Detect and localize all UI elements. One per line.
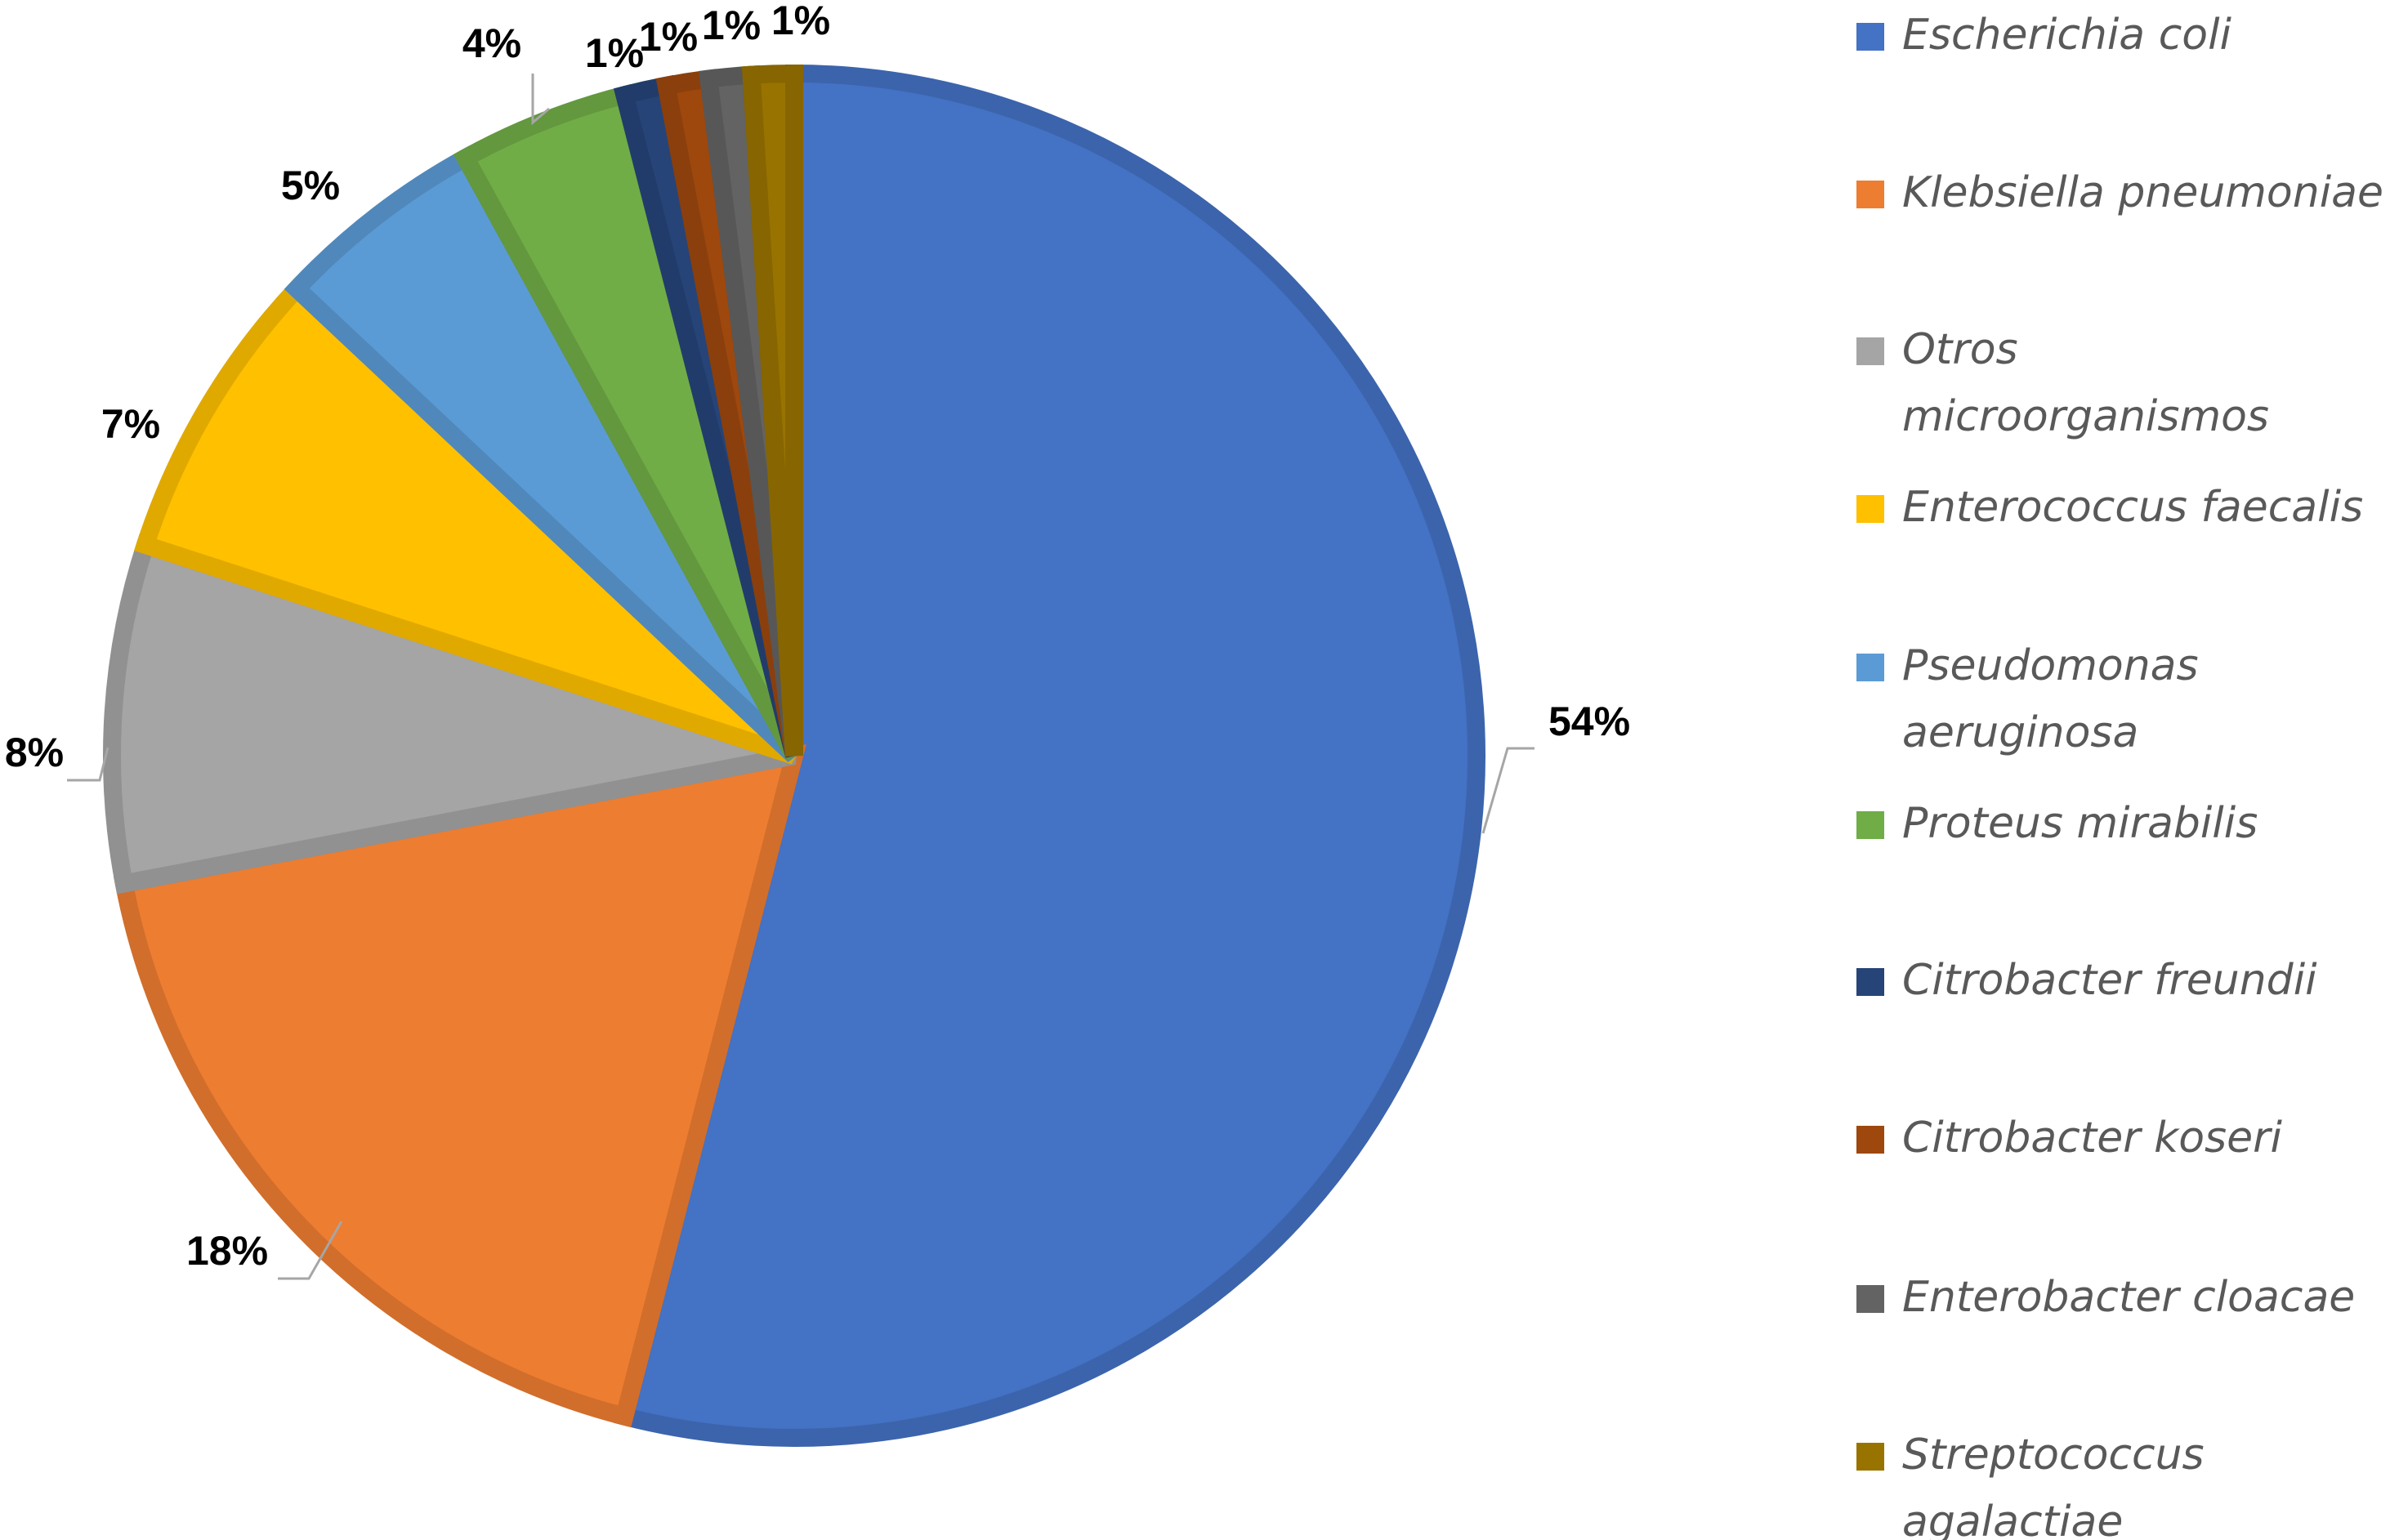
data-label-klebsiella-pneumoniae: 18% — [186, 1228, 268, 1274]
data-label-citrobacter-freundii: 1% — [585, 30, 644, 76]
leader-line-klebsiella-pneumoniae — [278, 1221, 343, 1280]
slice-streptococcus-agalactiae — [741, 64, 803, 757]
legend-label-citrobacter-koseri: Citrobacter koseri — [1902, 1114, 2282, 1163]
legend-label-escherichia-coli: Escherichia coli — [1902, 11, 2232, 60]
pie-slices — [103, 64, 1485, 1447]
legend: Escherichia coli Klebsiella pneumoniae Otr… — [1856, 11, 2383, 1540]
data-label-escherichia-coli: 54% — [1548, 699, 1630, 744]
legend-swatch-otros-microorganismos — [1856, 337, 1884, 365]
slice-enterococcus-faecalis — [134, 275, 801, 765]
slice-otros-microorganismos — [103, 533, 797, 895]
data-label-pseudomonas-aeruginosa: 5% — [281, 163, 340, 208]
legend-swatch-enterococcus-faecalis — [1856, 495, 1884, 523]
legend-swatch-enterobacter-cloacae — [1856, 1285, 1884, 1313]
legend-label-enterococcus-faecalis: Enterococcus faecalis — [1902, 483, 2363, 532]
slice-pseudomonas-aeruginosa — [284, 145, 802, 763]
data-labels: 54%18%8%7%5%4% 1%1% 1% 1% — [5, 0, 1630, 1274]
leader-lines — [67, 74, 1535, 1280]
data-label-otros-microorganismos: 8% — [5, 730, 64, 775]
leader-line-otros-microorganismos — [67, 747, 109, 782]
legend-swatch-citrobacter-freundii — [1856, 968, 1884, 996]
leader-line-escherichia-coli — [1481, 747, 1535, 834]
data-label-streptococcus-agalactiae: 1% — [771, 0, 830, 43]
legend-label-proteus-mirabilis: Proteus mirabilis — [1902, 799, 2258, 848]
legend-label-otros-microorganismos: Otros microorganismos — [1902, 325, 2269, 441]
data-label-proteus-mirabilis: 4% — [462, 20, 521, 66]
data-label-citrobacter-koseri: 1% — [639, 14, 698, 60]
legend-label-citrobacter-freundii: Citrobacter freundii — [1902, 956, 2317, 1005]
leader-line-proteus-mirabilis — [531, 74, 550, 126]
slice-escherichia-coli — [613, 64, 1485, 1447]
legend-label-streptococcus-agalactiae: Streptococcus agalactiae — [1902, 1431, 2205, 1540]
legend-swatch-pseudomonas-aeruginosa — [1856, 654, 1884, 681]
legend-swatch-klebsiella-pneumoniae — [1856, 181, 1884, 208]
data-label-enterococcus-faecalis: 7% — [101, 401, 160, 447]
legend-label-enterobacter-cloacae: Enterobacter cloacae — [1902, 1273, 2355, 1322]
slice-klebsiella-pneumoniae — [113, 743, 806, 1428]
legend-label-klebsiella-pneumoniae: Klebsiella pneumoniae — [1902, 168, 2383, 217]
legend-label-pseudomonas-aeruginosa: Pseudomonas aeruginosa — [1902, 641, 2199, 757]
legend-swatch-streptococcus-agalactiae — [1856, 1443, 1884, 1471]
data-label-enterobacter-cloacae: 1% — [702, 2, 761, 48]
legend-swatch-escherichia-coli — [1856, 23, 1884, 51]
legend-swatch-proteus-mirabilis — [1856, 811, 1884, 839]
legend-swatch-citrobacter-koseri — [1856, 1126, 1884, 1154]
